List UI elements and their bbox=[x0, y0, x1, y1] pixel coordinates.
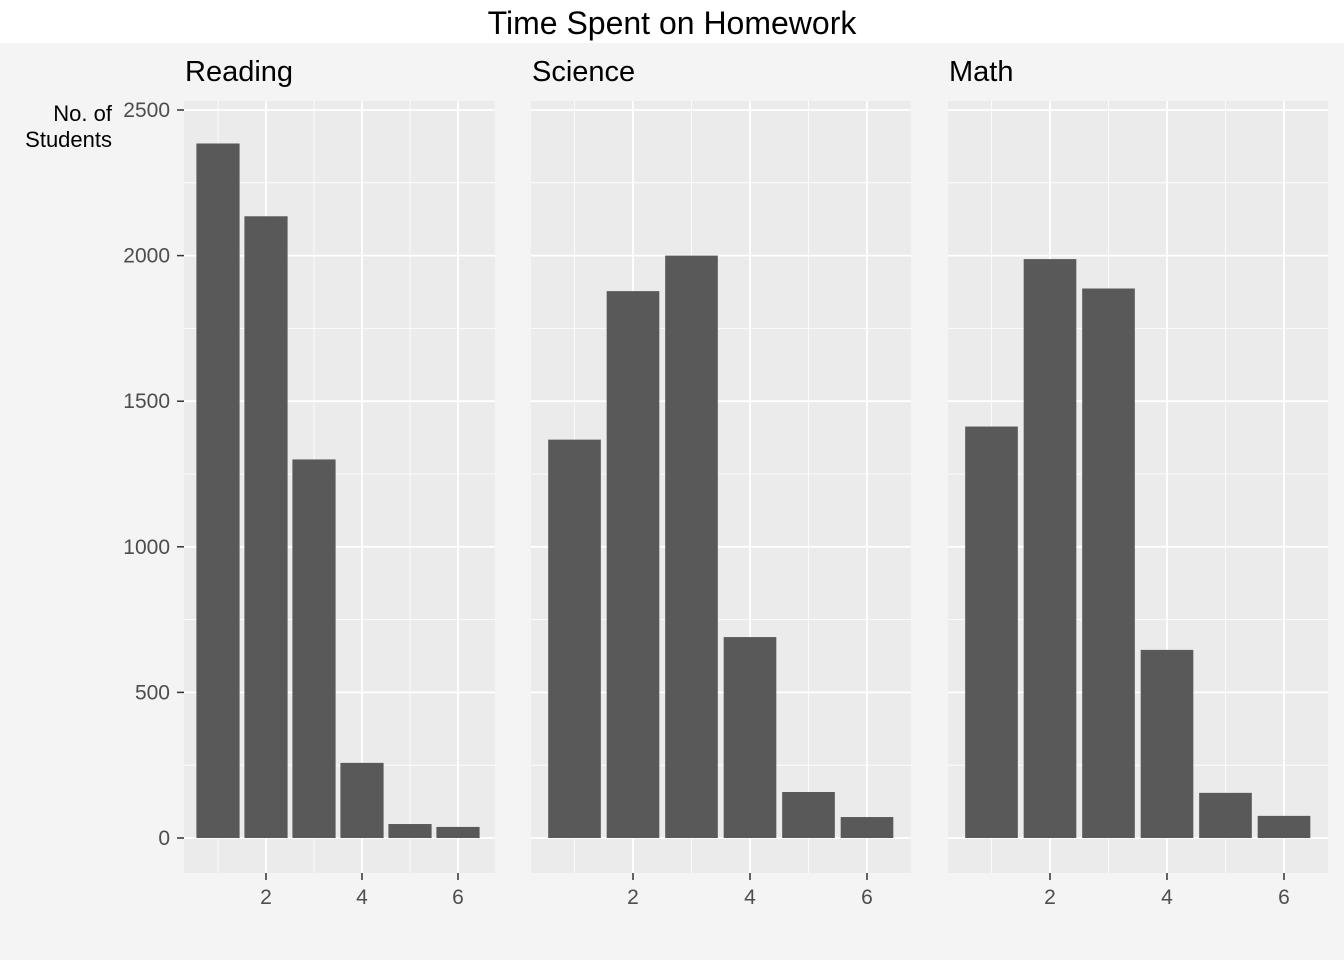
title-bar bbox=[0, 0, 1344, 43]
bar bbox=[840, 817, 894, 838]
bar bbox=[1023, 259, 1077, 839]
y-tick-label: 0 bbox=[158, 827, 170, 850]
y-tick-label: 1000 bbox=[123, 536, 170, 559]
x-tick-label: 6 bbox=[861, 886, 873, 909]
bar bbox=[244, 216, 288, 839]
bar bbox=[782, 791, 835, 838]
bar bbox=[1199, 792, 1252, 838]
x-tick-label: 2 bbox=[1044, 886, 1056, 909]
x-tick-label: 2 bbox=[260, 886, 272, 909]
bar bbox=[1082, 288, 1135, 838]
y-tick-label: 2000 bbox=[123, 245, 170, 268]
bar bbox=[723, 637, 777, 838]
facet-title: Science bbox=[532, 56, 635, 88]
y-axis-label-line-2: Students bbox=[25, 127, 112, 152]
bar bbox=[548, 439, 601, 838]
bar bbox=[665, 255, 718, 839]
bar bbox=[196, 143, 240, 838]
y-axis-label-line-1: No. of bbox=[53, 101, 112, 126]
y-tick-label: 1500 bbox=[123, 390, 170, 413]
x-tick-label: 6 bbox=[1278, 886, 1290, 909]
x-tick-label: 2 bbox=[627, 886, 639, 909]
bar bbox=[388, 824, 432, 838]
facet-title: Math bbox=[949, 56, 1013, 88]
bar bbox=[1257, 815, 1311, 838]
x-tick-label: 4 bbox=[744, 886, 756, 909]
bar bbox=[340, 762, 384, 838]
bar bbox=[965, 426, 1018, 838]
bar bbox=[1140, 649, 1194, 838]
facet-title: Reading bbox=[185, 56, 293, 88]
y-tick-label: 2500 bbox=[123, 99, 170, 122]
chart-title: Time Spent on Homework bbox=[487, 5, 857, 41]
bar bbox=[436, 826, 480, 838]
x-tick-label: 4 bbox=[1161, 886, 1173, 909]
bar bbox=[606, 291, 660, 838]
x-tick-label: 4 bbox=[356, 886, 368, 909]
bar bbox=[292, 459, 336, 838]
x-tick-label: 6 bbox=[452, 886, 464, 909]
y-tick-label: 500 bbox=[135, 681, 170, 704]
